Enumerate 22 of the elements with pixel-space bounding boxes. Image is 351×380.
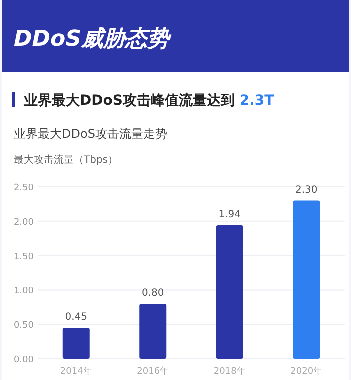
x-tick-label: 2018年 — [214, 366, 246, 377]
y-tick-label: 1.50 — [14, 252, 34, 262]
y-tick-label: 0.50 — [14, 321, 34, 332]
bar — [140, 304, 167, 359]
data-label: 0.45 — [65, 312, 88, 324]
text: 业界最大DDoS攻击流量走势 — [14, 127, 168, 141]
x-tick-label: 2020年 — [290, 366, 323, 377]
x-tick-label: 2016年 — [137, 366, 170, 377]
x-tick-label: 2014年 — [60, 366, 92, 377]
bar — [216, 226, 244, 359]
data-label: 1.94 — [218, 210, 242, 221]
data-label: 2.30 — [295, 184, 318, 196]
y-axis-title: 最大攻击流量（Tbps） — [14, 154, 118, 166]
y-tick-label: 1.00 — [14, 286, 34, 297]
y-tick-label: 2.50 — [14, 184, 34, 194]
bar — [62, 328, 90, 359]
y-tick-label: 0.00 — [14, 356, 34, 366]
y-tick-label: 2.00 — [14, 218, 34, 228]
data-label: 0.80 — [142, 288, 164, 299]
bar — [293, 200, 320, 359]
chart-subtitle: 业界最大DDoS攻击峰值流量达到 2.3T — [23, 92, 275, 109]
chart-title: DDoS威胁态势 — [14, 27, 172, 52]
